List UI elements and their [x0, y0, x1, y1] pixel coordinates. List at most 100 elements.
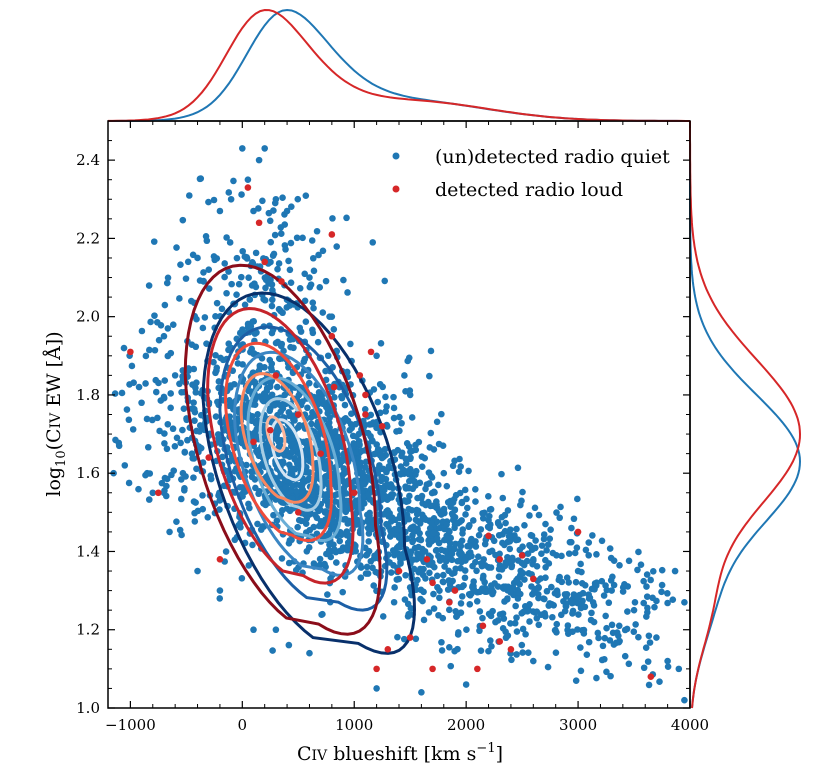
radio-quiet-point	[322, 462, 329, 470]
radio-quiet-point	[344, 545, 352, 553]
radio-quiet-point	[323, 403, 330, 411]
radio-loud-contour	[239, 372, 315, 504]
radio-quiet-point	[264, 442, 271, 449]
radio-quiet-contour	[201, 291, 417, 655]
radio-quiet-point	[508, 656, 515, 664]
radio-quiet-point	[501, 511, 509, 519]
radio-loud-point	[496, 638, 504, 645]
radio-quiet-point	[420, 588, 427, 596]
radio-quiet-point	[161, 430, 168, 437]
radio-loud-point	[328, 332, 336, 340]
radio-quiet-point	[350, 440, 358, 447]
radio-loud-point	[294, 411, 302, 418]
radio-quiet-point	[457, 609, 465, 616]
radio-quiet-point	[407, 605, 415, 612]
radio-quiet-point	[444, 586, 452, 593]
radio-quiet-point	[316, 284, 324, 291]
radio-quiet-point	[516, 546, 524, 554]
radio-quiet-point	[603, 668, 610, 676]
radio-quiet-point	[405, 354, 413, 362]
radio-quiet-point	[446, 540, 454, 547]
radio-quiet-point	[387, 481, 395, 488]
radio-quiet-point	[569, 610, 576, 617]
y-tick-label: 1.4	[76, 542, 100, 560]
radio-quiet-point	[277, 224, 285, 231]
radio-quiet-point	[457, 600, 465, 607]
radio-quiet-point	[518, 641, 526, 649]
radio-quiet-point	[496, 611, 504, 618]
radio-quiet-contour	[218, 325, 389, 612]
radio-quiet-point	[440, 507, 447, 515]
radio-quiet-point	[585, 539, 593, 546]
radio-loud-point	[485, 532, 492, 540]
radio-quiet-point	[557, 503, 564, 511]
radio-quiet-point	[387, 531, 395, 539]
radio-quiet-point	[513, 525, 520, 533]
radio-quiet-point	[310, 304, 317, 312]
radio-quiet-point	[239, 361, 246, 368]
radio-quiet-point	[464, 504, 471, 512]
radio-quiet-point	[449, 462, 457, 470]
radio-quiet-point	[230, 177, 237, 185]
radio-quiet-point	[495, 565, 503, 573]
radio-quiet-point	[245, 562, 253, 569]
radio-quiet-point	[330, 325, 338, 333]
radio-quiet-point	[359, 473, 367, 481]
radio-quiet-point	[210, 196, 218, 204]
radio-quiet-point	[314, 338, 322, 346]
radio-quiet-point	[272, 435, 280, 443]
radio-quiet-point	[577, 667, 585, 675]
radio-quiet-point	[223, 234, 230, 241]
radio-quiet-point	[179, 426, 186, 434]
radio-loud-point	[250, 438, 257, 446]
radio-quiet-point	[316, 555, 324, 563]
radio-quiet-point	[425, 561, 432, 568]
radio-quiet-point	[303, 437, 311, 445]
radio-quiet-point	[452, 607, 459, 615]
y-tick-label: 1.2	[76, 621, 100, 639]
radio-loud-point	[378, 422, 386, 430]
radio-quiet-point	[151, 346, 159, 354]
y-axis-ticks: 1.0 1.2 1.4 1.6 1.8 2.0 2.2 2.4	[76, 120, 690, 717]
radio-quiet-point	[574, 495, 581, 503]
radio-quiet-point	[479, 514, 487, 522]
radio-quiet-contour	[269, 418, 305, 482]
radio-quiet-point	[262, 394, 270, 402]
radio-quiet-point	[412, 635, 420, 643]
radio-quiet-point	[535, 621, 543, 629]
radio-quiet-point	[402, 485, 410, 492]
radio-quiet-point	[330, 524, 338, 532]
radio-quiet-point	[215, 438, 223, 446]
radio-quiet-point	[287, 239, 295, 247]
radio-loud-point	[328, 231, 336, 238]
radio-quiet-point	[250, 207, 257, 215]
radio-quiet-point	[408, 414, 416, 421]
radio-quiet-point	[535, 511, 543, 519]
radio-quiet-point	[540, 595, 547, 602]
radio-quiet-point	[288, 536, 295, 544]
radio-quiet-point	[138, 327, 146, 335]
radio-quiet-point	[302, 318, 310, 325]
radio-quiet-point	[430, 446, 438, 453]
radio-quiet-point	[319, 396, 326, 404]
radio-quiet-point	[216, 496, 224, 504]
radio-quiet-point	[205, 285, 213, 292]
radio-quiet-point	[573, 544, 581, 552]
radio-quiet-point	[259, 197, 266, 205]
radio-quiet-point	[531, 504, 539, 512]
radio-loud-point	[474, 665, 481, 673]
radio-quiet-point	[190, 399, 197, 406]
radio-quiet-point	[491, 580, 498, 587]
radio-quiet-point	[512, 602, 519, 610]
radio-quiet-point	[410, 565, 418, 573]
radio-quiet-point	[310, 523, 318, 531]
radio-loud-point	[261, 258, 268, 266]
radio-quiet-point	[364, 429, 372, 437]
radio-quiet-point	[302, 520, 310, 527]
radio-quiet-point	[408, 506, 416, 514]
radio-quiet-point	[190, 365, 198, 373]
radio-quiet-point	[583, 651, 591, 658]
radio-quiet-point	[379, 383, 387, 391]
radio-quiet-point	[412, 516, 420, 524]
radio-quiet-point	[477, 560, 485, 567]
